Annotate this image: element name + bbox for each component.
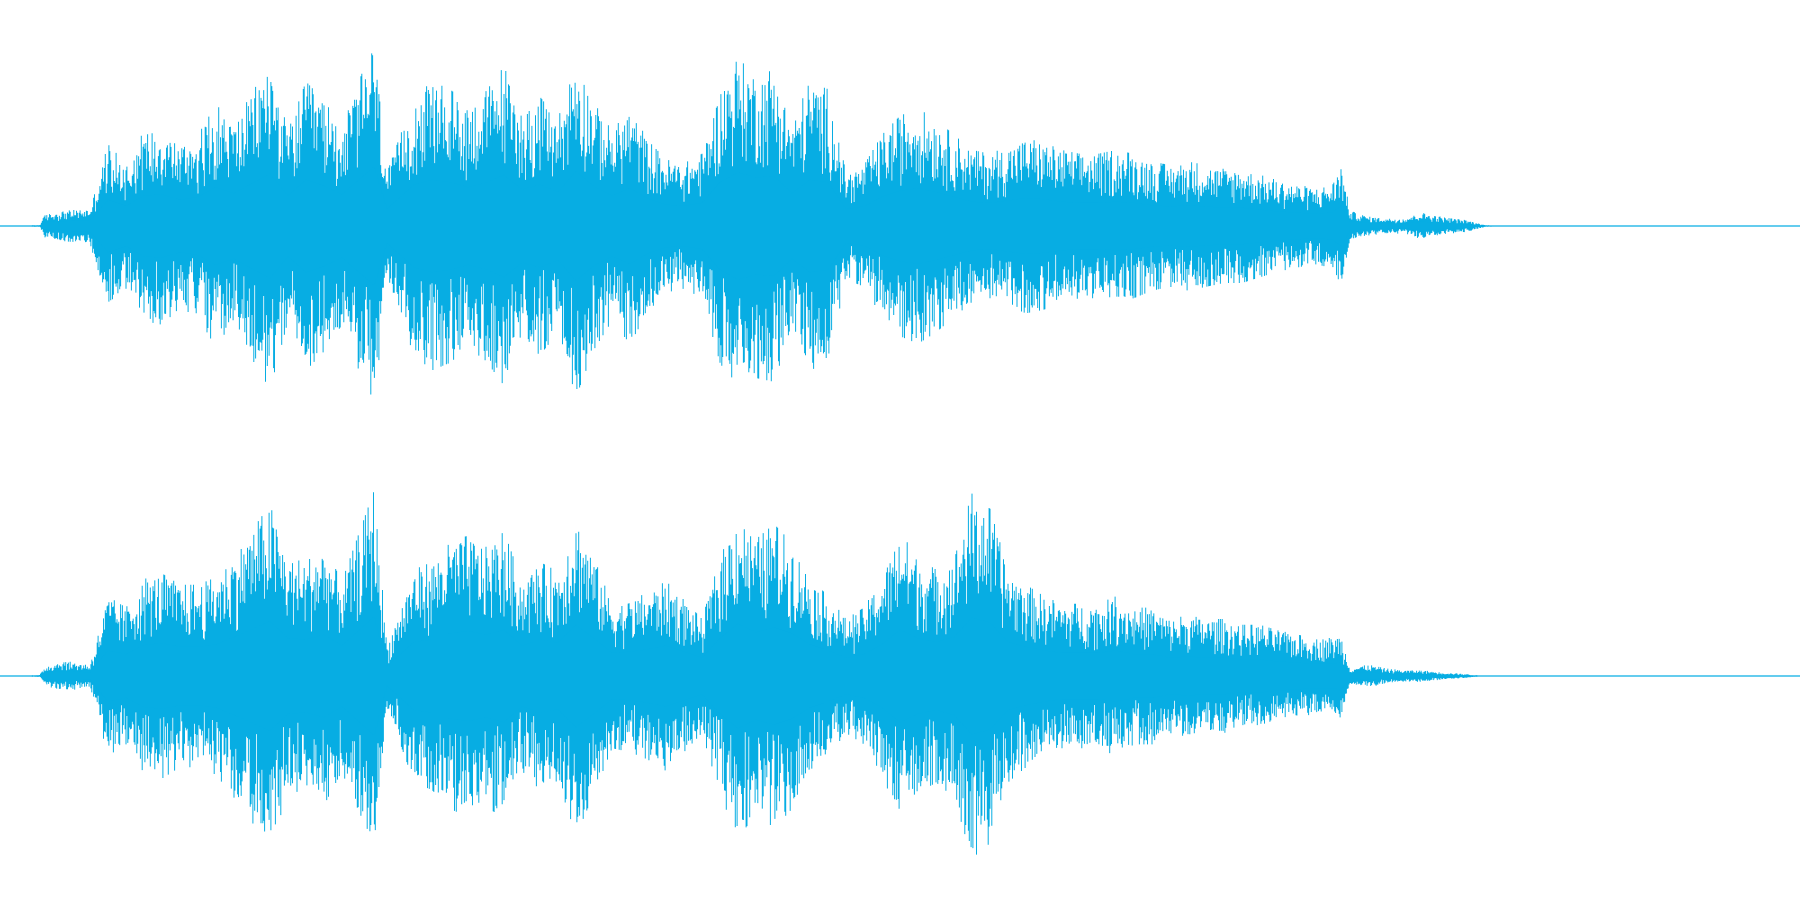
channel-2-waveform	[0, 492, 1800, 855]
channel-1-signal-core	[32, 167, 1494, 285]
channel-1-waveform	[0, 53, 1800, 395]
channel-2-signal-core	[32, 617, 1479, 735]
